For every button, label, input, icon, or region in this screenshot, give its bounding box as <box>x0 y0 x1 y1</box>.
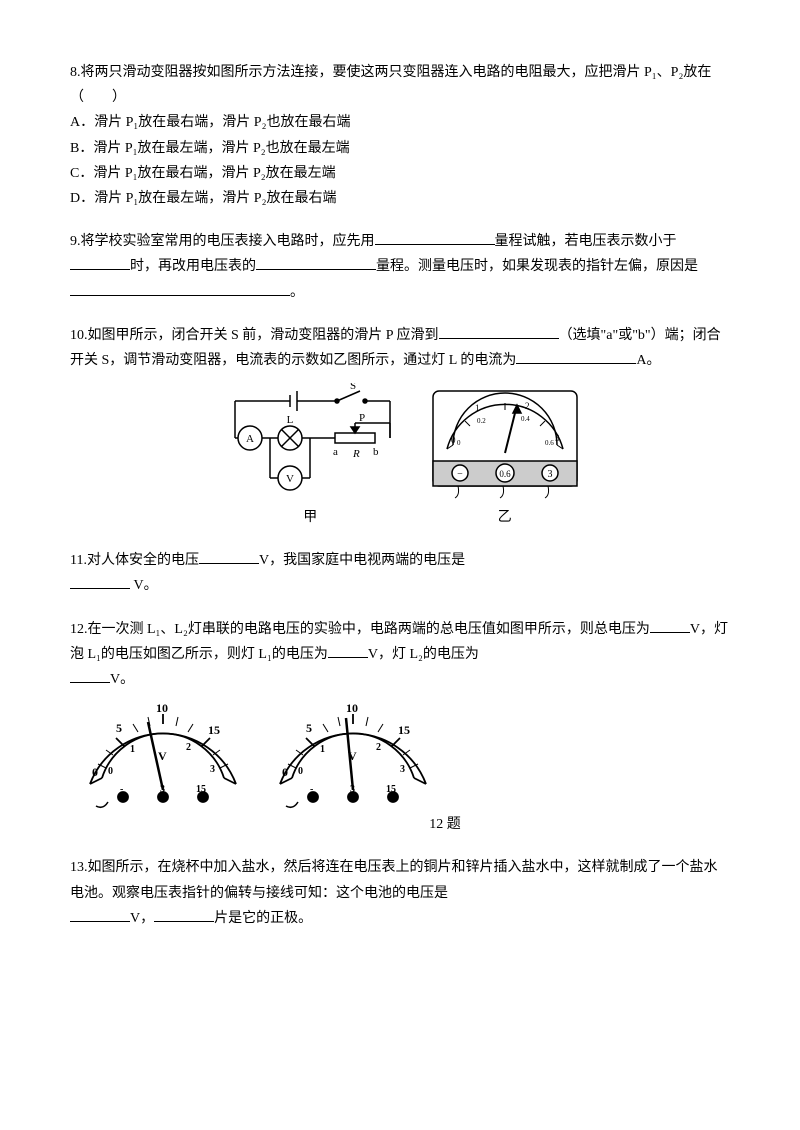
question-12: 12.在一次测 L₁、L₂灯串联的电路电压的实验中，电路两端的总电压值如图甲所示… <box>70 617 730 838</box>
svg-text:0.4: 0.4 <box>521 415 530 423</box>
q8-stem: 8.将两只滑动变阻器按如图所示方法连接，要使这两只变阻器连入电路的电阻最大，应把… <box>70 60 730 110</box>
ammeter-icon: 0 1 2 3 0 0.2 0.4 0.6 − 0.6 3 <box>425 383 585 503</box>
svg-text:0: 0 <box>457 439 461 447</box>
svg-text:0.2: 0.2 <box>477 417 486 425</box>
q12-text-1: 12.在一次测 L₁、L₂灯串联的电路电压的实验中，电路两端的总电压值如图甲所示… <box>70 622 650 637</box>
svg-text:10: 10 <box>156 702 168 715</box>
svg-text:V: V <box>348 749 357 763</box>
q13-blank-1 <box>70 907 130 922</box>
svg-text:A: A <box>246 433 254 445</box>
svg-text:3: 3 <box>547 469 552 480</box>
svg-text:1: 1 <box>130 744 135 755</box>
svg-text:2: 2 <box>376 742 381 753</box>
question-13: 13.如图所示，在烧杯中加入盐水，然后将连在电压表上的铜片和锌片插入盐水中，这样… <box>70 855 730 931</box>
svg-text:3: 3 <box>555 433 560 443</box>
svg-text:2: 2 <box>186 742 191 753</box>
svg-text:-: - <box>120 784 123 795</box>
svg-text:a: a <box>333 446 338 458</box>
svg-text:P: P <box>359 412 365 424</box>
q8-option-b: B．滑片 P₁放在最左端，滑片 P₂也放在最左端 <box>70 136 730 161</box>
question-10: 10.如图甲所示，闭合开关 S 前，滑动变阻器的滑片 P 应滑到（选填"a"或"… <box>70 323 730 531</box>
q9-blank-4 <box>70 281 290 296</box>
q9-text-4: 量程。测量电压时，如果发现表的指针左偏，原因是 <box>376 259 698 274</box>
q10-text-3: A。 <box>636 353 660 368</box>
svg-text:b: b <box>373 446 379 458</box>
svg-text:3: 3 <box>210 764 215 775</box>
svg-text:1: 1 <box>475 403 480 413</box>
svg-text:R: R <box>352 448 360 460</box>
q12-caption: 12 题 <box>160 812 730 837</box>
q8-option-c: C．滑片 P₁放在最右端，滑片 P₂放在最左端 <box>70 161 730 186</box>
svg-text:2: 2 <box>525 401 530 411</box>
q9-text-1: 9.将学校实验室常用的电压表接入电路时，应先用 <box>70 234 375 249</box>
q9-text-3: 时，再改用电压表的 <box>130 259 256 274</box>
svg-text:15: 15 <box>196 784 206 795</box>
svg-text:10: 10 <box>346 702 358 715</box>
q8-option-a: A．滑片 P₁放在最右端，滑片 P₂也放在最右端 <box>70 110 730 135</box>
svg-text:15: 15 <box>386 784 396 795</box>
svg-text:V: V <box>158 749 167 763</box>
q9-text-5: 。 <box>290 285 304 300</box>
question-8: 8.将两只滑动变阻器按如图所示方法连接，要使这两只变阻器连入电路的电阻最大，应把… <box>70 60 730 211</box>
q12-voltmeter-jia: 0 5 10 15 0 1 2 3 V - 3 15 <box>78 702 248 812</box>
svg-text:1: 1 <box>320 744 325 755</box>
voltmeter-icon: 0 5 10 15 0 1 2 3 V - 3 15 <box>268 702 438 812</box>
svg-text:0: 0 <box>451 435 456 445</box>
svg-text:0.6: 0.6 <box>545 439 554 447</box>
q9-blank-2 <box>70 255 130 270</box>
question-11: 11.对人体安全的电压 V，我国家庭中电视两端的电压是 V。 <box>70 548 730 598</box>
q12-text-4: V。 <box>110 672 134 687</box>
svg-text:3: 3 <box>160 784 165 795</box>
svg-text:5: 5 <box>116 721 122 735</box>
q9-blank-1 <box>375 230 495 245</box>
svg-text:3: 3 <box>400 764 405 775</box>
q10-figure-jia: A L V S P a R b 甲 <box>215 383 405 530</box>
q10-yi-label: 乙 <box>425 505 585 530</box>
q9-blank-3 <box>256 255 376 270</box>
q10-blank-2 <box>516 349 636 364</box>
q9-text-2: 量程试触，若电压表示数小于 <box>495 234 677 249</box>
q11-blank-2 <box>70 574 130 589</box>
svg-text:0: 0 <box>298 766 303 777</box>
q12-voltmeter-yi: 0 5 10 15 0 1 2 3 V - 3 15 <box>268 702 438 812</box>
q13-text-3: 片是它的正极。 <box>214 911 312 926</box>
question-9: 9.将学校实验室常用的电压表接入电路时，应先用 量程试触，若电压表示数小于时，再改… <box>70 229 730 305</box>
voltmeter-icon: 0 5 10 15 0 1 2 3 V - 3 15 <box>78 702 248 812</box>
q8-option-d: D．滑片 P₁放在最左端，滑片 P₂放在最右端 <box>70 186 730 211</box>
circuit-diagram-icon: A L V S P a R b <box>215 383 405 503</box>
q13-blank-2 <box>154 907 214 922</box>
q10-figures: A L V S P a R b 甲 <box>70 383 730 530</box>
svg-text:−: − <box>457 469 463 480</box>
svg-text:0: 0 <box>92 765 98 779</box>
svg-text:-: - <box>310 784 313 795</box>
q10-figure-yi: 0 1 2 3 0 0.2 0.4 0.6 − 0.6 3 乙 <box>425 383 585 530</box>
svg-text:3: 3 <box>350 784 355 795</box>
svg-text:L: L <box>287 414 294 426</box>
q12-blank-2 <box>328 643 368 658</box>
q10-jia-label: 甲 <box>215 505 405 530</box>
svg-text:5: 5 <box>306 721 312 735</box>
q12-figures: 0 5 10 15 0 1 2 3 V - 3 15 <box>70 702 730 837</box>
q10-text-1: 10.如图甲所示，闭合开关 S 前，滑动变阻器的滑片 P 应滑到 <box>70 328 439 343</box>
q11-blank-1 <box>199 549 259 564</box>
svg-text:S: S <box>350 383 356 392</box>
q12-blank-1 <box>650 618 690 633</box>
q10-blank-1 <box>439 324 559 339</box>
svg-text:15: 15 <box>208 723 220 737</box>
q12-blank-3 <box>70 668 110 683</box>
q13-text-1: 13.如图所示，在烧杯中加入盐水，然后将连在电压表上的铜片和锌片插入盐水中，这样… <box>70 860 718 900</box>
svg-text:0.6: 0.6 <box>499 469 511 479</box>
q13-text-2: V， <box>130 911 154 926</box>
q12-text-3: V，灯 L₂的电压为 <box>368 647 479 662</box>
svg-text:0: 0 <box>282 765 288 779</box>
svg-text:15: 15 <box>398 723 410 737</box>
svg-text:V: V <box>286 473 294 485</box>
q11-text-1: 11.对人体安全的电压 <box>70 553 199 568</box>
svg-text:0: 0 <box>108 766 113 777</box>
q11-text-3: V。 <box>130 578 158 593</box>
q11-text-2: V，我国家庭中电视两端的电压是 <box>259 553 465 568</box>
